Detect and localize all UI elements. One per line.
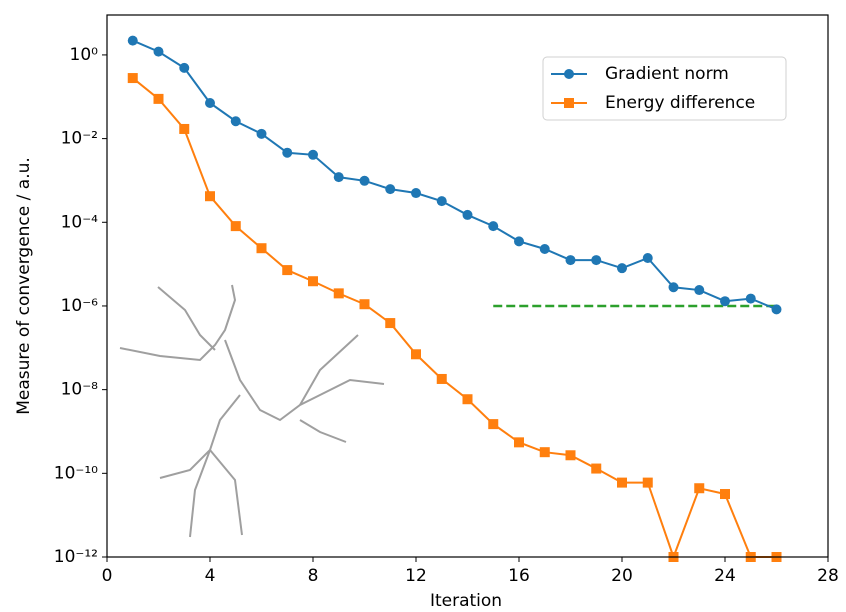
marker [334,288,344,298]
marker [437,196,447,206]
marker [360,299,370,309]
marker [154,47,164,57]
marker [694,285,704,295]
marker [205,98,215,108]
marker [463,210,473,220]
marker [591,255,601,265]
marker [514,437,524,447]
x-tick-label: 12 [405,566,427,586]
marker [179,63,189,73]
marker [205,191,215,201]
x-tick-label: 16 [508,566,530,586]
marker [282,148,292,158]
x-tick-label: 0 [102,566,113,586]
marker [411,188,421,198]
marker [411,349,421,359]
x-axis-label: Iteration [430,591,502,611]
marker [128,73,138,83]
legend-label: Energy difference [605,93,755,113]
marker [617,478,627,488]
legend-marker [564,98,574,108]
chart: Iteration Measure of convergence / a.u. … [0,0,846,612]
x-tick-label: 8 [308,566,319,586]
marker [385,184,395,194]
marker [257,243,267,253]
marker [308,276,318,286]
legend-label: Gradient norm [605,64,729,84]
marker [746,294,756,304]
marker [282,265,292,275]
molecule-illustration [120,285,384,537]
y-tick-label: 10⁻⁶ [61,296,99,316]
marker [437,374,447,384]
marker [154,94,164,104]
marker [669,282,679,292]
marker [463,394,473,404]
marker [720,296,730,306]
marker [488,221,498,231]
marker [360,176,370,186]
marker [257,129,267,139]
marker [643,253,653,263]
y-tick-label: 10⁻⁸ [61,380,99,400]
marker [540,447,550,457]
marker [540,244,550,254]
marker [591,464,601,474]
marker [643,478,653,488]
y-tick-label: 10⁰ [70,45,99,65]
y-tick-label: 10⁻⁴ [61,212,99,232]
y-tick-label: 10⁻² [61,129,98,149]
y-tick-label: 10⁻¹⁰ [54,463,98,483]
y-tick-label: 10⁻¹² [54,547,98,567]
marker [308,150,318,160]
marker [179,124,189,134]
marker [772,304,782,314]
marker [128,36,138,46]
marker [231,116,241,126]
marker [231,221,241,231]
x-tick-label: 20 [611,566,633,586]
marker [694,483,704,493]
legend-marker [564,69,574,79]
x-tick-label: 24 [714,566,736,586]
x-tick-label: 4 [205,566,216,586]
marker [720,489,730,499]
marker [488,419,498,429]
marker [566,255,576,265]
marker [566,450,576,460]
x-tick-label: 28 [817,566,839,586]
marker [385,318,395,328]
y-axis-label: Measure of convergence / a.u. [14,157,34,415]
marker [617,263,627,273]
marker [334,172,344,182]
marker [514,236,524,246]
